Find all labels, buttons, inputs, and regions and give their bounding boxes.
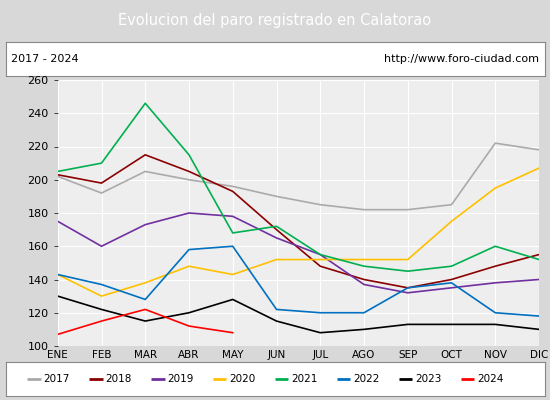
- Text: 2017: 2017: [43, 374, 70, 384]
- Text: 2019: 2019: [167, 374, 194, 384]
- Text: 2020: 2020: [229, 374, 255, 384]
- Text: 2023: 2023: [415, 374, 442, 384]
- Text: 2024: 2024: [477, 374, 503, 384]
- Text: 2021: 2021: [291, 374, 317, 384]
- Text: Evolucion del paro registrado en Calatorao: Evolucion del paro registrado en Calator…: [118, 12, 432, 28]
- Text: 2017 - 2024: 2017 - 2024: [11, 54, 79, 64]
- Text: http://www.foro-ciudad.com: http://www.foro-ciudad.com: [384, 54, 539, 64]
- Text: 2022: 2022: [353, 374, 380, 384]
- Text: 2018: 2018: [105, 374, 131, 384]
